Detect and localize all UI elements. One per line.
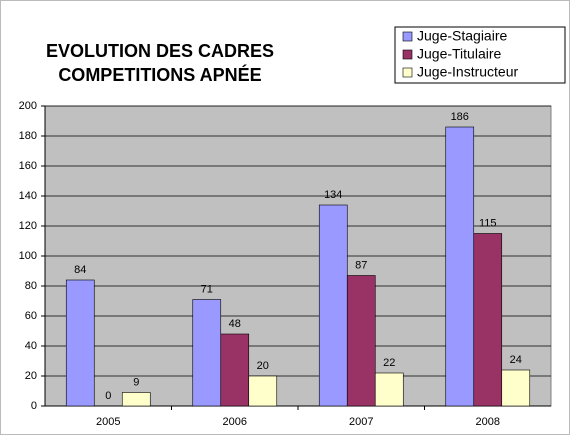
bar — [248, 375, 278, 407]
value-label: 115 — [479, 217, 497, 229]
y-tick-label: 180 — [19, 130, 37, 142]
y-tick-label: 80 — [25, 280, 37, 292]
value-label: 71 — [201, 283, 213, 295]
value-label: 22 — [383, 357, 395, 369]
legend-swatch — [402, 67, 413, 78]
value-label: 9 — [133, 376, 139, 388]
y-tick-label: 120 — [19, 220, 37, 232]
legend-swatch — [402, 49, 413, 60]
legend-box — [394, 26, 566, 84]
y-tick-label: 140 — [19, 190, 37, 202]
value-label: 24 — [510, 354, 522, 366]
y-tick-label: 40 — [25, 340, 37, 352]
bar — [192, 299, 222, 407]
value-label: 134 — [324, 189, 342, 201]
y-tick-label: 200 — [19, 100, 37, 112]
bar — [346, 275, 376, 407]
bar — [445, 126, 475, 407]
x-tick-label: 2007 — [349, 416, 373, 428]
y-tick-label: 60 — [25, 310, 37, 322]
legend-swatch — [402, 31, 413, 42]
bar — [318, 204, 348, 407]
value-label: 0 — [105, 390, 111, 402]
chart-title: EVOLUTION DES CADRES — [46, 41, 274, 61]
chart-title: COMPETITIONS APNÉE — [58, 64, 261, 85]
y-tick-label: 20 — [25, 370, 37, 382]
value-label: 84 — [74, 264, 86, 276]
legend-text: Juge-Titulaire — [417, 46, 502, 62]
bar — [65, 279, 95, 407]
value-label: 186 — [451, 111, 469, 123]
y-tick-label: 0 — [31, 400, 37, 412]
value-label: 20 — [257, 360, 269, 372]
x-tick-label: 2008 — [476, 416, 500, 428]
x-tick-label: 2005 — [96, 416, 120, 428]
bar — [473, 233, 503, 407]
value-label: 87 — [355, 259, 367, 271]
legend-text: Juge-Stagiaire — [417, 28, 507, 44]
legend-text: Juge-Instructeur — [417, 64, 518, 80]
bar — [374, 372, 404, 407]
y-tick-label: 100 — [19, 250, 37, 262]
bar — [121, 392, 151, 407]
x-tick-label: 2006 — [223, 416, 247, 428]
bar — [501, 369, 531, 407]
y-tick-label: 160 — [19, 160, 37, 172]
bar — [220, 333, 250, 407]
value-label: 48 — [229, 318, 241, 330]
